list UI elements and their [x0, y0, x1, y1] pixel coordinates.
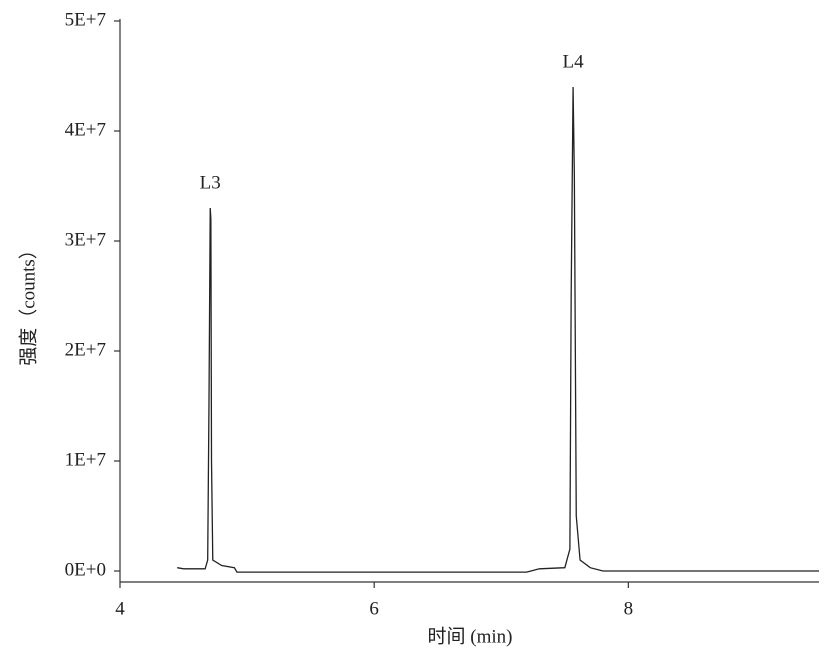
y-tick-label: 1E+7 [65, 449, 106, 470]
x-tick-label: 6 [369, 598, 379, 619]
y-axis-label: 强度（counts） [17, 240, 39, 366]
x-tick-label: 4 [115, 598, 125, 619]
y-tick-label: 2E+7 [65, 339, 106, 360]
x-tick-label: 8 [624, 598, 634, 619]
peak-annotation: L3 [200, 172, 221, 193]
y-tick-label: 0E+0 [65, 559, 106, 580]
x-axis-label: 时间 (min) [428, 625, 513, 647]
y-tick-label: 5E+7 [65, 9, 106, 30]
line-series [177, 86, 819, 573]
y-tick-label: 4E+7 [65, 119, 106, 140]
y-tick-label: 3E+7 [65, 229, 106, 250]
peak-annotation: L4 [563, 51, 585, 72]
